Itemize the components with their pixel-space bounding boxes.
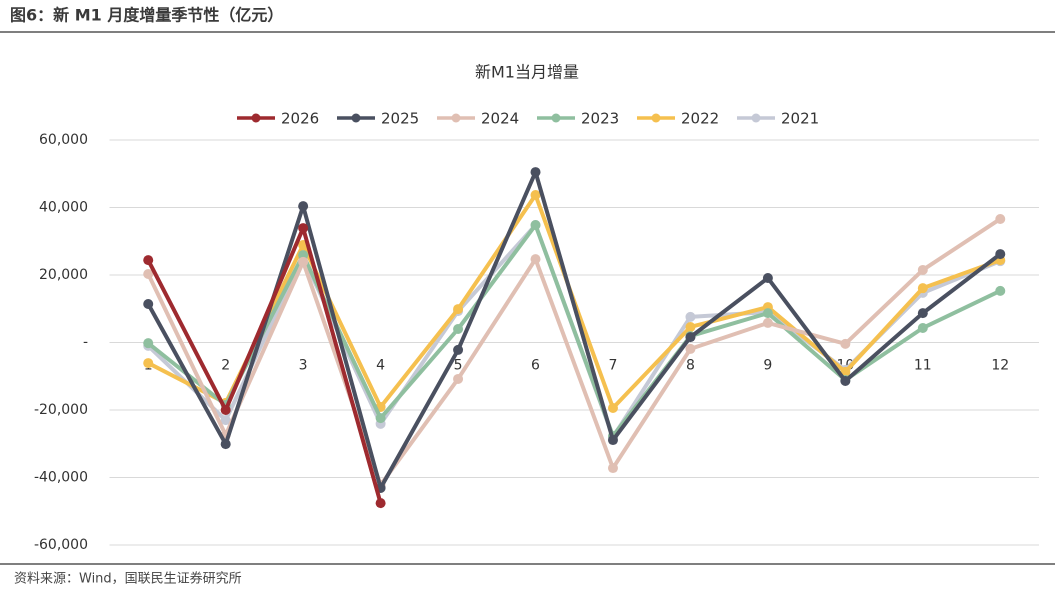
data-point: [453, 304, 464, 315]
x-tick-label: 6: [531, 358, 540, 374]
data-point: [375, 498, 386, 509]
legend-marker: [451, 113, 461, 123]
data-point: [143, 299, 154, 310]
data-point: [220, 439, 231, 450]
x-tick-label: 7: [609, 358, 618, 374]
legend-marker: [751, 113, 761, 123]
y-tick-label: 20,000: [39, 267, 88, 283]
data-point: [453, 373, 464, 384]
series-line: [146, 226, 383, 504]
legend-marker: [551, 113, 561, 123]
data-point: [995, 249, 1006, 260]
x-tick-label: 11: [914, 358, 932, 374]
data-point: [995, 213, 1006, 224]
data-point: [530, 254, 541, 265]
series-line: [146, 223, 1002, 438]
x-tick-label: 3: [299, 358, 308, 374]
x-tick-label: 2: [221, 358, 230, 374]
x-tick-label: 12: [991, 358, 1009, 374]
data-point: [298, 223, 309, 234]
figure-title: 图6：新 M1 月度增量季节性（亿元）: [10, 6, 283, 25]
legend-label: 2023: [581, 110, 619, 128]
legend-label: 2022: [681, 110, 719, 128]
data-point: [143, 338, 154, 349]
legend-marker: [651, 113, 661, 123]
data-point: [530, 167, 541, 178]
data-point: [762, 308, 773, 319]
data-point: [453, 344, 464, 355]
data-point: [995, 285, 1006, 296]
x-tick-label: 8: [686, 358, 695, 374]
data-point: [530, 220, 541, 231]
y-tick-label: -20,000: [34, 402, 88, 418]
x-tick-label: 4: [376, 358, 385, 374]
data-point: [917, 322, 928, 333]
data-point: [840, 338, 851, 349]
x-tick-label: 9: [763, 358, 772, 374]
legend-label: 2026: [281, 110, 319, 128]
data-point: [143, 358, 154, 369]
y-tick-label: 60,000: [39, 132, 88, 148]
legend-label: 2024: [481, 110, 519, 128]
data-point: [298, 256, 309, 267]
data-point: [607, 402, 618, 413]
series-line: [146, 217, 1002, 487]
data-point: [685, 343, 696, 354]
data-point: [375, 413, 386, 424]
legend-label: 2021: [781, 110, 819, 128]
source-note: 资料来源：Wind，国联民生证券研究所: [14, 571, 242, 587]
data-point: [917, 283, 928, 294]
y-tick-label: -40,000: [34, 470, 88, 486]
data-point: [917, 308, 928, 319]
data-point: [453, 324, 464, 334]
data-point: [298, 201, 309, 212]
legend-label: 2025: [381, 110, 419, 128]
y-tick-label: -: [83, 335, 88, 351]
data-point: [762, 317, 773, 328]
data-point: [607, 463, 618, 474]
data-point: [685, 311, 696, 322]
data-point: [220, 405, 231, 415]
data-point: [762, 273, 773, 284]
data-point: [143, 255, 154, 266]
data-point: [685, 332, 696, 343]
legend-marker: [251, 113, 261, 123]
y-tick-label: -60,000: [34, 537, 88, 553]
data-point: [685, 321, 696, 332]
data-point: [840, 375, 851, 386]
x-tick-label: 5: [454, 358, 463, 374]
legend-marker: [351, 113, 361, 123]
y-tick-label: 40,000: [39, 200, 88, 216]
chart-title: 新M1当月增量: [475, 63, 579, 82]
data-point: [143, 268, 154, 279]
data-point: [530, 190, 541, 201]
data-point: [607, 435, 618, 446]
series-line: [146, 170, 1002, 490]
data-point: [917, 264, 928, 275]
data-point: [220, 415, 231, 426]
